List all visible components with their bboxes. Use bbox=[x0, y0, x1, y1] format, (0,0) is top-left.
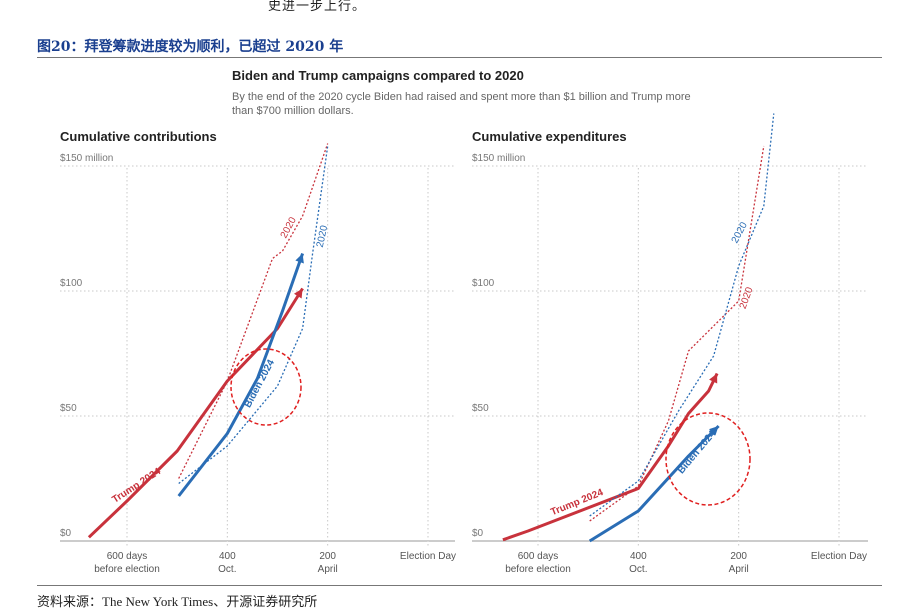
series-label: Biden 2024 bbox=[243, 358, 278, 410]
y-tick-label: $150 million bbox=[472, 153, 525, 164]
x-tick-label: 200 bbox=[730, 551, 747, 562]
x-tick-sublabel: before election bbox=[505, 564, 571, 575]
series-label: Trump 2024 bbox=[110, 466, 163, 506]
y-tick-label: $50 bbox=[472, 403, 489, 414]
biden-2024-arrowhead bbox=[709, 426, 719, 436]
x-tick-label: 400 bbox=[630, 551, 647, 562]
series-label: 2020 bbox=[279, 215, 299, 240]
biden-2024-line bbox=[177, 253, 305, 497]
x-tick-label: 600 days bbox=[107, 551, 148, 562]
highlight-circle bbox=[230, 348, 302, 426]
y-tick-label: $150 million bbox=[60, 153, 113, 164]
top-rule bbox=[37, 57, 882, 58]
trump-2024-line bbox=[87, 287, 304, 539]
biden-2024-line bbox=[588, 424, 720, 543]
series-label: 2020 bbox=[730, 220, 750, 245]
trump-2024-arrowhead bbox=[293, 288, 303, 299]
trump-2020-line bbox=[589, 145, 765, 522]
x-tick-sublabel: Oct. bbox=[629, 564, 647, 575]
series-label: 2020 bbox=[315, 224, 330, 248]
x-tick-sublabel: Oct. bbox=[218, 564, 236, 575]
chart-panel-1: Cumulative contributions $0 $50 $100 $150 mi… bbox=[60, 129, 456, 575]
series-label: 2020 bbox=[738, 285, 756, 310]
x-tick-sublabel: April bbox=[318, 564, 338, 575]
x-tick-sublabel: before election bbox=[94, 564, 160, 575]
chart-panel-2: Cumulative expenditures $0 $50 $100 $150 mil… bbox=[472, 113, 868, 575]
x-tick-label: Election Day bbox=[400, 551, 456, 562]
biden-2020-line bbox=[589, 113, 775, 517]
figure-title: 图20：拜登筹款进度较为顺利，已超过 2020 年 bbox=[37, 39, 344, 55]
panel-title: Cumulative contributions bbox=[60, 129, 217, 144]
bottom-rule bbox=[37, 585, 882, 586]
y-tick-label: $0 bbox=[472, 528, 484, 539]
highlight-circle bbox=[665, 412, 751, 506]
x-tick-label: 200 bbox=[319, 551, 336, 562]
biden-2024-arrowhead bbox=[295, 253, 304, 264]
y-tick-label: $100 bbox=[472, 278, 495, 289]
x-tick-label: 400 bbox=[219, 551, 236, 562]
panel-title: Cumulative expenditures bbox=[472, 129, 627, 144]
series-label: Biden 2024 bbox=[676, 428, 719, 476]
trump-2024-arrowhead bbox=[709, 373, 718, 384]
x-tick-label: Election Day bbox=[811, 551, 867, 562]
chart-headline: Biden and Trump campaigns compared to 20… bbox=[232, 68, 524, 83]
x-tick-sublabel: April bbox=[729, 564, 749, 575]
trump-2024-line bbox=[502, 372, 719, 542]
trump-2020-line bbox=[178, 143, 329, 479]
source-note: 资料来源：The New York Times、开源证券研究所 bbox=[37, 594, 318, 609]
preceding-text-fragment: 史进一步上行。 bbox=[268, 0, 367, 14]
x-tick-label: 600 days bbox=[518, 551, 559, 562]
y-tick-label: $0 bbox=[60, 528, 72, 539]
y-tick-label: $50 bbox=[60, 403, 77, 414]
y-tick-label: $100 bbox=[60, 278, 83, 289]
chart-subtitle: By the end of the 2020 cycle Biden had r… bbox=[232, 91, 691, 117]
biden-2020-line bbox=[178, 145, 329, 485]
